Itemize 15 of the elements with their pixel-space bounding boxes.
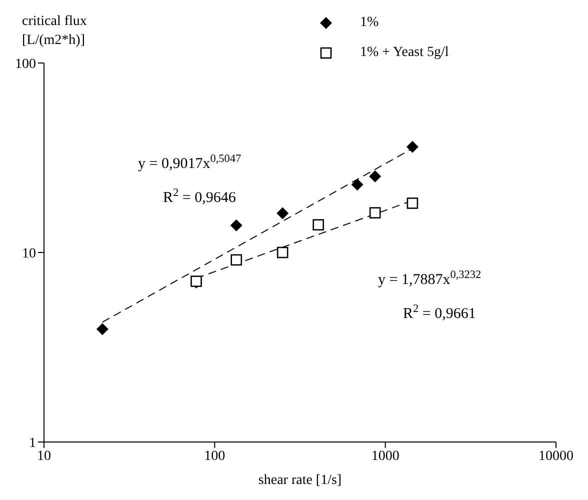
annotation: R$^{2}$ = 0,9646 (163, 187, 236, 206)
legend-label: 1% + Yeast 5g/l (360, 45, 449, 61)
y-axis-title: critical flux [L/(m2*h)] (22, 13, 88, 50)
y-tick-label: 10 (22, 246, 36, 262)
x-tick-label: 10000 (538, 448, 574, 464)
x-tick-label: 1000 (371, 448, 400, 464)
y-tick-label: 100 (15, 56, 36, 72)
x-axis-title: shear rate [1/s] (258, 473, 342, 488)
annotation: y = 0,9017x$^{0,5047}$ (138, 153, 242, 172)
y-tick-label: 1 (29, 436, 36, 451)
legend-label: 1% (360, 15, 379, 31)
x-tick-label: 10 (37, 448, 51, 464)
annotation: R$^{2}$ = 0,9661 (403, 303, 476, 322)
annotation: y = 1,7887x$^{0,3232}$ (378, 269, 482, 288)
x-tick-label: 100 (204, 448, 226, 464)
